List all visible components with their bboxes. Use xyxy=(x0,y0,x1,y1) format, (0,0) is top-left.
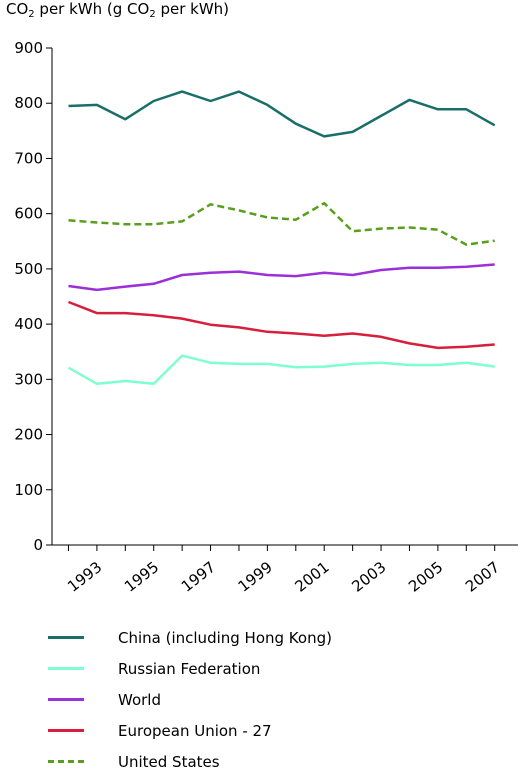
x-tick-label: 2007 xyxy=(462,558,503,596)
legend-label: China (including Hong Kong) xyxy=(118,628,332,647)
x-tick-label: 1993 xyxy=(64,558,105,596)
series-line xyxy=(68,90,496,138)
x-tick-label: 1997 xyxy=(178,558,219,596)
y-tick-label: 800 xyxy=(14,94,43,112)
legend-label: United States xyxy=(118,752,220,771)
legend-item: China (including Hong Kong) xyxy=(48,622,332,653)
y-tick-label: 900 xyxy=(14,39,43,57)
series-line xyxy=(68,263,495,292)
x-tick-label: 1995 xyxy=(121,558,162,596)
y-axis-label: CO2 per kWh (g CO2 per kWh) xyxy=(6,0,229,20)
x-tick-label: 2003 xyxy=(348,558,389,596)
y-tick-label: 600 xyxy=(14,205,43,223)
x-tick-label: 2005 xyxy=(405,558,446,596)
y-axis-label-subscript: 2 xyxy=(149,9,156,20)
y-tick-label: 0 xyxy=(33,536,43,554)
y-axis-label-subscript: 2 xyxy=(28,9,35,20)
legend-item: Russian Federation xyxy=(48,653,332,684)
axes: 0 100 200 300 400 500 600 700 800 900 1993 1995 1997… xyxy=(14,39,518,596)
y-tick-label: 200 xyxy=(14,426,43,444)
legend-swatch xyxy=(48,729,84,732)
legend-item: European Union - 27 xyxy=(48,715,332,746)
series-line xyxy=(68,300,495,350)
legend-item: World xyxy=(48,684,332,715)
series-line xyxy=(68,201,495,246)
series-line xyxy=(67,354,495,386)
y-tick-label: 300 xyxy=(14,370,43,388)
y-tick-label: 100 xyxy=(14,481,43,499)
line-chart: 0 100 200 300 400 500 600 700 800 900 1993 1995 1997… xyxy=(14,39,518,596)
legend-label: Russian Federation xyxy=(118,659,261,678)
legend-label: European Union - 27 xyxy=(118,721,272,740)
series-layer xyxy=(67,90,496,386)
y-tick-label: 400 xyxy=(14,315,43,333)
x-tick-label: 2001 xyxy=(292,558,333,596)
legend-swatch xyxy=(48,636,84,639)
y-axis-label-part: per kWh (g CO xyxy=(34,0,150,18)
y-axis-label-part: per kWh) xyxy=(155,0,230,18)
x-tick-label: 1999 xyxy=(235,558,276,596)
legend-label: World xyxy=(118,690,161,709)
y-tick-label: 500 xyxy=(14,260,43,278)
legend-item: United States xyxy=(48,746,332,777)
legend-swatch xyxy=(48,698,84,701)
y-axis-label-part: CO xyxy=(6,0,29,18)
y-tick-label: 700 xyxy=(14,149,43,167)
legend-swatch xyxy=(48,760,84,763)
legend: China (including Hong Kong) Russian Feder… xyxy=(48,622,332,777)
legend-swatch xyxy=(48,667,84,670)
